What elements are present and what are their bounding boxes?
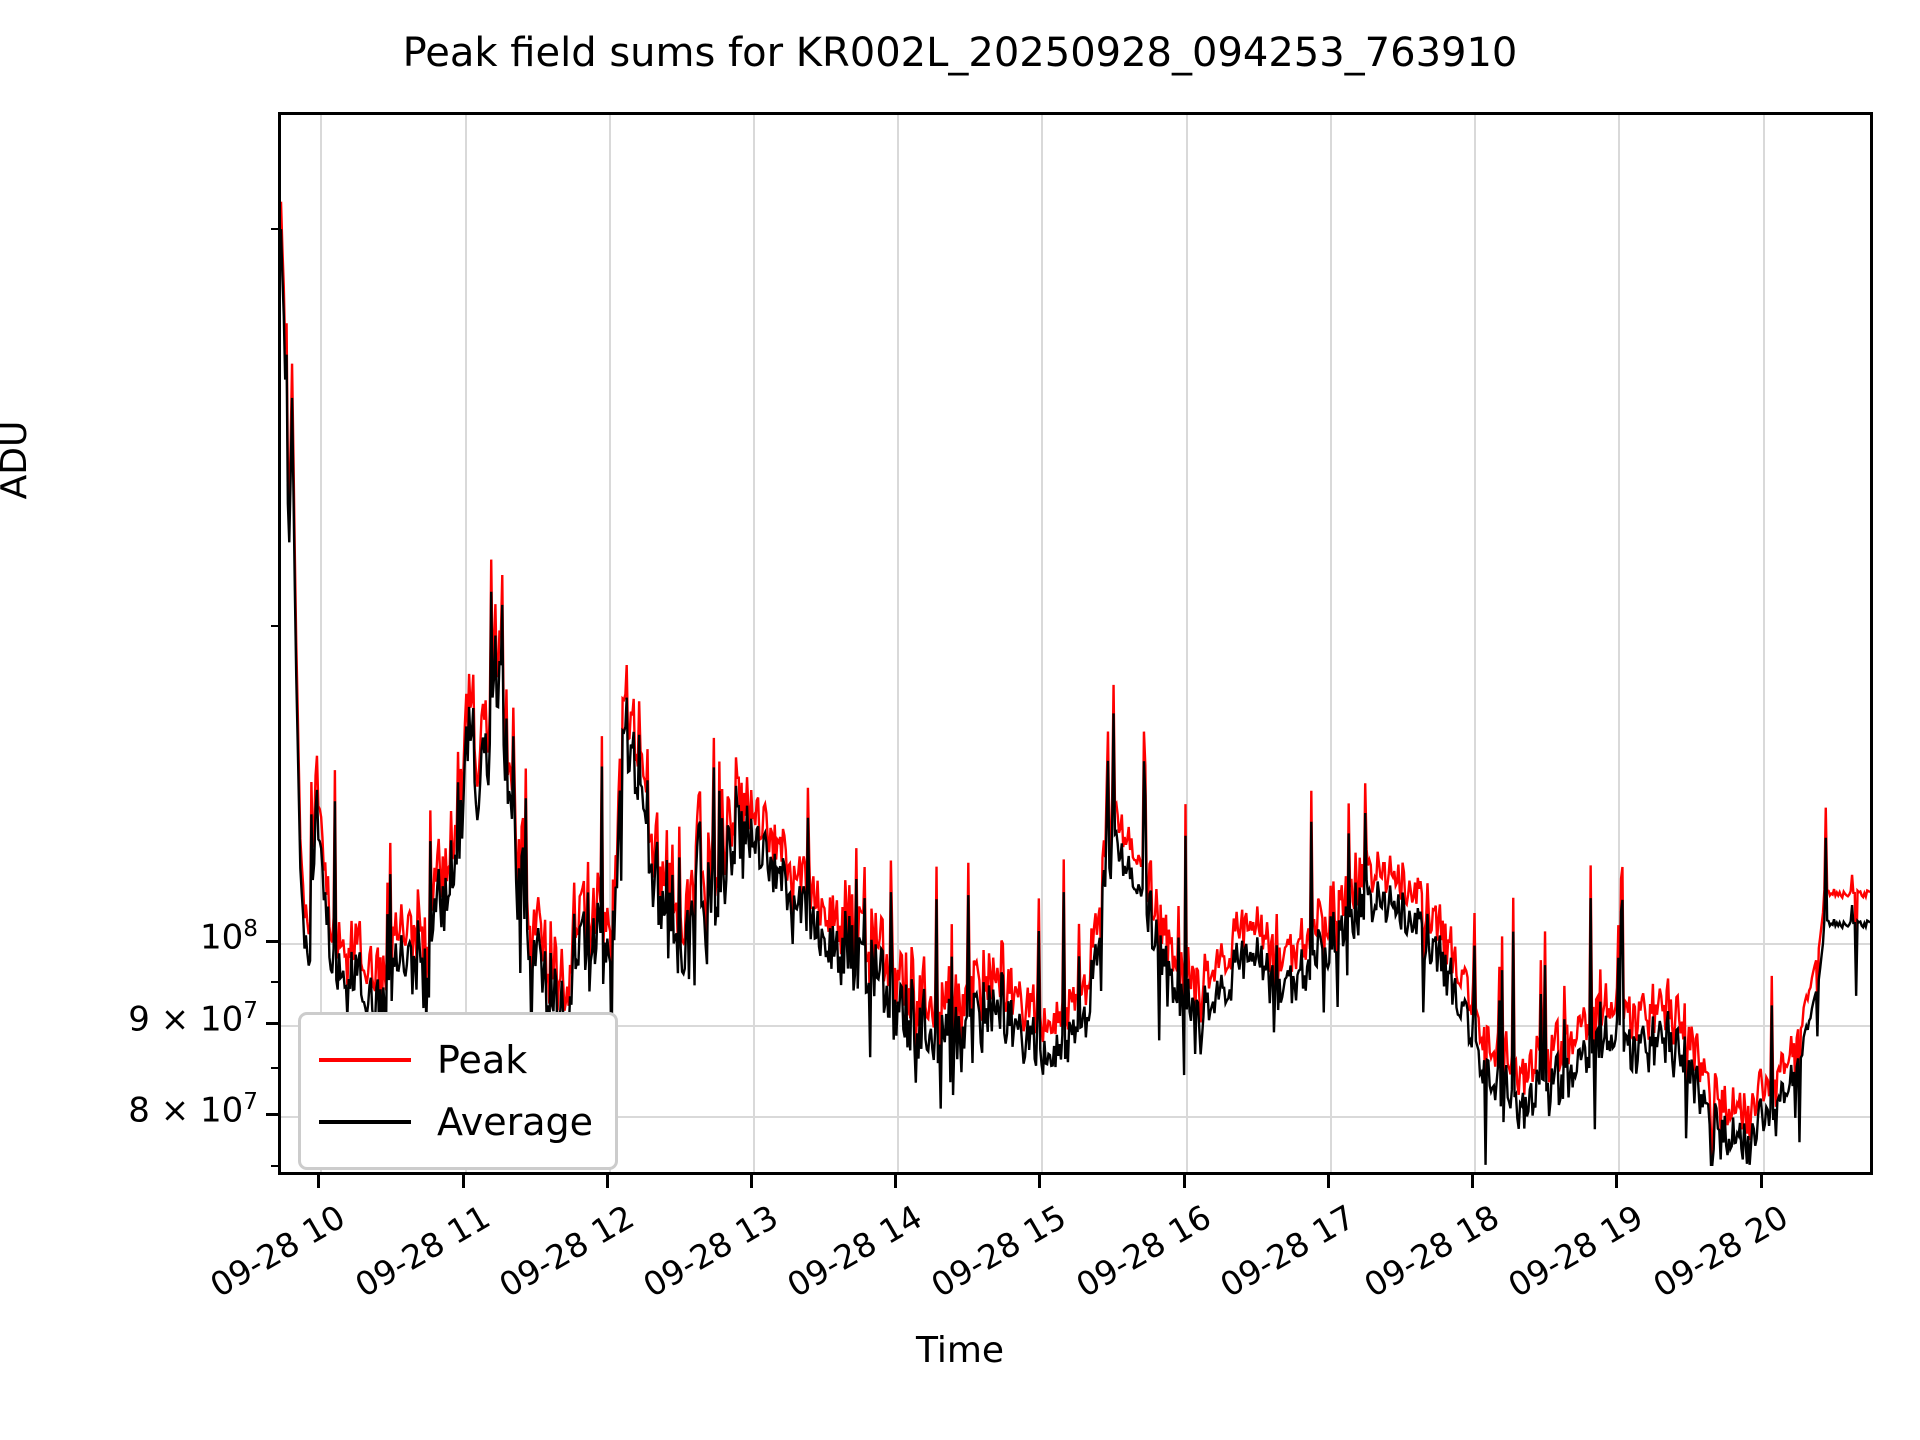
legend-swatch-peak <box>319 1058 411 1062</box>
x-tick-label: 09-28 16 <box>1069 1197 1218 1305</box>
series-svg <box>281 115 1870 1172</box>
y-tick-minor <box>271 1067 278 1070</box>
x-tick-label: 09-28 19 <box>1501 1197 1650 1305</box>
legend-item-average[interactable]: Average <box>319 1091 593 1153</box>
x-tick-label: 09-28 17 <box>1213 1197 1362 1305</box>
x-tick-label: 09-28 10 <box>203 1197 352 1305</box>
legend: Peak Average <box>298 1012 619 1170</box>
x-tick-mark <box>894 1175 898 1188</box>
y-tick-minor <box>271 1164 278 1167</box>
legend-label: Average <box>437 1100 594 1144</box>
x-tick-mark <box>605 1175 609 1188</box>
legend-swatch-average <box>319 1120 411 1124</box>
y-tick-mark <box>266 1113 278 1117</box>
x-axis-label: Time <box>915 1330 1005 1371</box>
y-tick-label: 8 × 107 <box>128 1089 258 1131</box>
y-tick-minor <box>271 625 278 628</box>
x-tick-label: 09-28 18 <box>1357 1197 1506 1305</box>
y-tick-mark <box>266 1021 278 1025</box>
x-tick-mark <box>1038 1175 1042 1188</box>
series-line-peak <box>281 202 1870 1156</box>
x-tick-mark <box>1326 1175 1330 1188</box>
x-tick-mark <box>1182 1175 1186 1188</box>
x-tick-mark <box>1759 1175 1763 1188</box>
data-series-layer <box>281 115 1870 1172</box>
y-tick-label: 108 <box>200 915 258 957</box>
y-tick-mark <box>266 939 278 943</box>
x-tick-mark <box>317 1175 321 1188</box>
y-tick-minor <box>271 227 278 230</box>
x-tick-label: 09-28 15 <box>924 1197 1073 1305</box>
x-tick-mark <box>461 1175 465 1188</box>
y-axis-label: ADU <box>0 420 35 500</box>
x-tick-mark <box>1471 1175 1475 1188</box>
x-tick-label: 09-28 14 <box>780 1197 929 1305</box>
x-tick-label: 09-28 13 <box>636 1197 785 1305</box>
x-tick-mark <box>750 1175 754 1188</box>
y-tick-label: 9 × 107 <box>128 997 258 1039</box>
legend-item-peak[interactable]: Peak <box>319 1029 593 1091</box>
series-line-average <box>281 229 1870 1165</box>
x-tick-label: 09-28 11 <box>348 1197 497 1305</box>
legend-label: Peak <box>437 1038 528 1082</box>
x-tick-mark <box>1615 1175 1619 1188</box>
y-tick-minor <box>271 980 278 983</box>
x-tick-label: 09-28 12 <box>492 1197 641 1305</box>
x-tick-label: 09-28 20 <box>1646 1197 1794 1305</box>
page-title: Peak field sums for KR002L_20250928_0942… <box>402 30 1518 76</box>
